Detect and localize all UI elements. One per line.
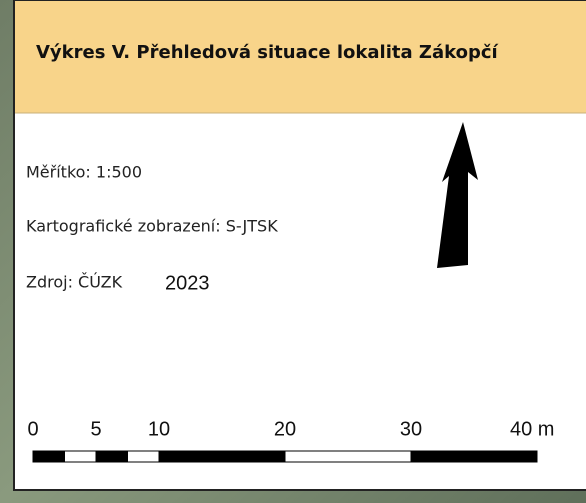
year-text: 2023 <box>165 272 210 294</box>
scale-segment <box>33 451 65 462</box>
scale-text: Měřítko: 1:500 <box>26 163 142 182</box>
source-text: Zdroj: ČÚZK <box>26 273 123 292</box>
scale-label: 10 <box>148 418 170 440</box>
scale-label: 20 <box>274 418 296 440</box>
scale-segment <box>128 451 160 462</box>
projection-text: Kartografické zobrazení: S-JTSK <box>26 217 278 236</box>
title: Výkres V. Přehledová situace lokalita Zá… <box>36 42 498 63</box>
scale-label: 0 <box>27 418 38 440</box>
scale-segment <box>285 451 411 462</box>
scale-label: 5 <box>90 418 101 440</box>
page: Výkres V. Přehledová situace lokalita Zá… <box>0 0 586 503</box>
scale-segment <box>65 451 97 462</box>
scale-segment <box>159 451 285 462</box>
scale-label: 40 m <box>510 418 554 440</box>
scale-segment <box>96 451 128 462</box>
scale-segment <box>411 451 537 462</box>
scale-label: 30 <box>400 418 422 440</box>
map-legend: Výkres V. Přehledová situace lokalita Zá… <box>0 0 586 503</box>
